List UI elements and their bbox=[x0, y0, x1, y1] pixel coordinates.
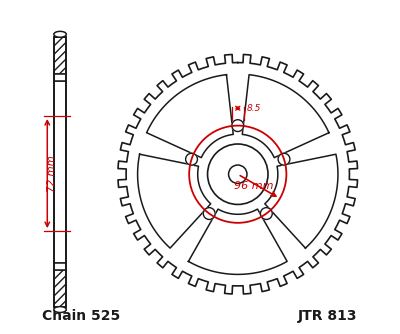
Text: 72 mm: 72 mm bbox=[47, 155, 57, 192]
Ellipse shape bbox=[54, 307, 66, 313]
Bar bbox=[54, 73, 66, 81]
Polygon shape bbox=[118, 54, 358, 294]
Bar bbox=[54, 263, 66, 270]
Bar bbox=[54, 37, 66, 73]
Polygon shape bbox=[188, 209, 287, 275]
Bar bbox=[54, 270, 66, 307]
Circle shape bbox=[203, 208, 215, 219]
Text: JTR 813: JTR 813 bbox=[298, 309, 358, 323]
Text: Chain 525: Chain 525 bbox=[42, 309, 120, 323]
Polygon shape bbox=[265, 154, 338, 248]
Circle shape bbox=[228, 165, 247, 183]
Circle shape bbox=[260, 208, 272, 219]
Circle shape bbox=[208, 144, 268, 204]
Polygon shape bbox=[138, 154, 211, 248]
Polygon shape bbox=[242, 75, 329, 158]
Polygon shape bbox=[147, 75, 233, 158]
Bar bbox=[54, 37, 66, 73]
Circle shape bbox=[278, 153, 290, 165]
Circle shape bbox=[232, 120, 244, 132]
Text: 8.5: 8.5 bbox=[246, 104, 261, 113]
Circle shape bbox=[186, 153, 198, 165]
Bar bbox=[54, 37, 66, 307]
Text: 96 mm: 96 mm bbox=[234, 181, 274, 191]
Bar bbox=[54, 37, 66, 307]
Bar bbox=[54, 81, 66, 263]
Bar bbox=[54, 270, 66, 307]
Ellipse shape bbox=[54, 31, 66, 37]
